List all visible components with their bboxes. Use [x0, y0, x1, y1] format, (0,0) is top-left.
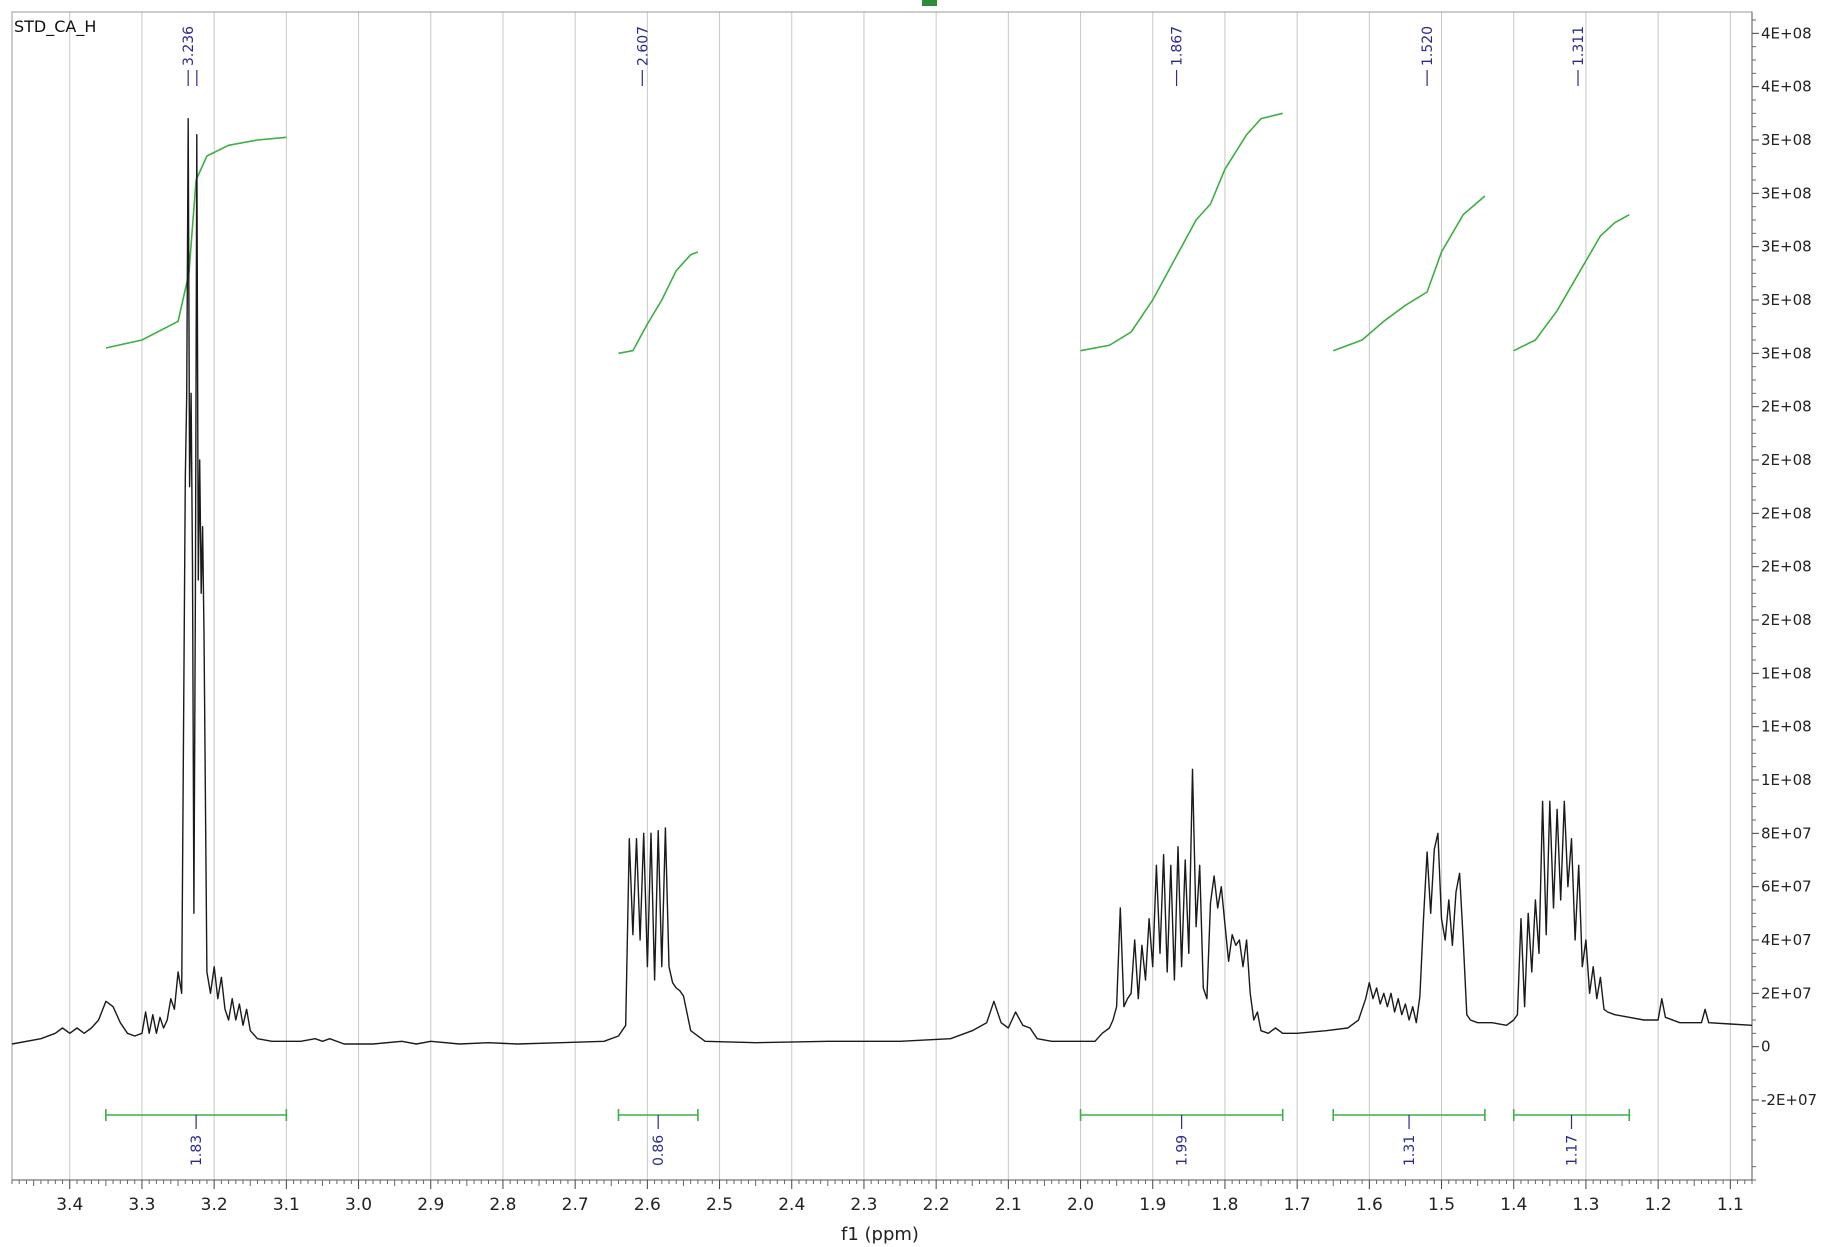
- y-tick-label: 1E+08: [1761, 771, 1812, 789]
- x-tick-label: 1.9: [1139, 1195, 1166, 1215]
- chart-title: STD_CA_H: [14, 17, 96, 37]
- x-tick-label: 1.7: [1284, 1195, 1311, 1215]
- peak-label-text: 1.520: [1420, 26, 1436, 66]
- x-tick-label: 2.1: [995, 1195, 1022, 1215]
- y-tick-label: 8E+07: [1761, 824, 1812, 842]
- grid-lines: [69, 12, 1731, 1180]
- integral-value-text: 1.99: [1175, 1135, 1191, 1166]
- integral-value-text: 1.83: [189, 1135, 205, 1166]
- y-tick-label: 4E+08: [1761, 24, 1812, 42]
- x-tick-label: 3.2: [201, 1195, 228, 1215]
- x-axis: 3.4 3.3 3.2 3.1 3.0 2.9 2.8 2.7 2.6 2.5 2.4 2.3 2.2 2…: [11, 1179, 1753, 1215]
- y-tick-label: 3E+08: [1761, 344, 1812, 362]
- y-tick-label: 2E+08: [1761, 504, 1812, 522]
- x-tick-label: 3.4: [56, 1195, 83, 1215]
- y-tick-label: 4E+07: [1761, 931, 1812, 949]
- x-tick-label: 3.3: [128, 1195, 155, 1215]
- y-tick-label: 4E+08: [1761, 78, 1812, 96]
- y-axis: 4E+08 4E+08 3E+08 3E+08 3E+08 3E+08 3E+08 2E+08…: [1751, 12, 1817, 1181]
- x-tick-label: 2.0: [1067, 1195, 1094, 1215]
- peak-label-text: 2.607: [635, 26, 651, 66]
- x-tick-label: 1.5: [1428, 1195, 1455, 1215]
- x-tick-label: 2.6: [634, 1195, 661, 1215]
- y-tick-label: 1E+08: [1761, 718, 1812, 736]
- spectrum-series: [11, 117, 1753, 1045]
- y-tick-label: 2E+08: [1761, 451, 1812, 469]
- y-tick-label: 1E+08: [1761, 664, 1812, 682]
- y-tick-label: 3E+08: [1761, 184, 1812, 202]
- y-tick-label: 0: [1761, 1038, 1771, 1056]
- peak-label-2: 1.867: [1170, 26, 1186, 86]
- y-tick-label: 2E+08: [1761, 558, 1812, 576]
- integral-bar-2: 1.99: [1079, 1109, 1284, 1166]
- x-tick-label: 1.8: [1211, 1195, 1238, 1215]
- x-tick-label: 2.7: [562, 1195, 589, 1215]
- y-tick-label: 3E+08: [1761, 238, 1812, 256]
- integral-value-text: 1.31: [1402, 1135, 1418, 1166]
- integral-value-text: 0.86: [651, 1135, 667, 1166]
- peak-label-1: 2.607: [635, 26, 651, 86]
- y-tick-label: 2E+08: [1761, 398, 1812, 416]
- y-tick-label: 3E+08: [1761, 291, 1812, 309]
- y-tick-label: 3E+08: [1761, 131, 1812, 149]
- top-marker: [922, 0, 937, 6]
- integral-bar-1: 0.86: [617, 1109, 699, 1166]
- x-tick-label: 2.9: [417, 1195, 444, 1215]
- peak-label-4: 1.311: [1571, 26, 1587, 86]
- integral-bars: 1.83 0.86 1.99 1.31 1.17: [105, 1109, 1631, 1166]
- integral-bar-4: 1.17: [1512, 1109, 1631, 1166]
- x-tick-label: 1.3: [1572, 1195, 1599, 1215]
- x-tick-label: 1.1: [1717, 1195, 1744, 1215]
- integral-bar-0: 1.83: [105, 1109, 288, 1166]
- peak-labels: 3.236 2.607 1.867 1.520 1.311: [181, 26, 1587, 86]
- x-tick-label: 2.8: [489, 1195, 516, 1215]
- x-tick-label: 3.1: [273, 1195, 300, 1215]
- y-tick-label: 2E+07: [1761, 984, 1812, 1002]
- y-tick-label: -2E+07: [1761, 1091, 1817, 1109]
- peak-label-text: 1.867: [1170, 26, 1186, 66]
- integral-curve-1: [618, 251, 699, 355]
- peak-label-0: 3.236: [181, 26, 198, 86]
- x-tick-label: 2.4: [778, 1195, 805, 1215]
- x-tick-label: 3.0: [345, 1195, 372, 1215]
- y-tick-label: 2E+08: [1761, 611, 1812, 629]
- x-tick-label: 1.6: [1356, 1195, 1383, 1215]
- peak-label-3: 1.520: [1420, 26, 1436, 86]
- x-tick-label: 2.2: [923, 1195, 950, 1215]
- integral-curve-4: [1513, 213, 1630, 352]
- integral-curve-3: [1332, 195, 1486, 352]
- integral-value-text: 1.17: [1565, 1135, 1581, 1166]
- y-tick-label: 6E+07: [1761, 878, 1812, 896]
- integral-curve-2: [1080, 112, 1283, 352]
- peak-label-text: 3.236: [181, 26, 197, 66]
- x-tick-label: 2.3: [850, 1195, 877, 1215]
- x-tick-label: 2.5: [706, 1195, 733, 1215]
- spectrum-line-0: [11, 117, 1753, 1045]
- integral-bar-3: 1.31: [1332, 1109, 1486, 1166]
- x-tick-label: 1.2: [1645, 1195, 1672, 1215]
- x-axis-label: f1 (ppm): [841, 1224, 919, 1245]
- x-tick-label: 1.4: [1500, 1195, 1527, 1215]
- peak-label-text: 1.311: [1571, 26, 1587, 66]
